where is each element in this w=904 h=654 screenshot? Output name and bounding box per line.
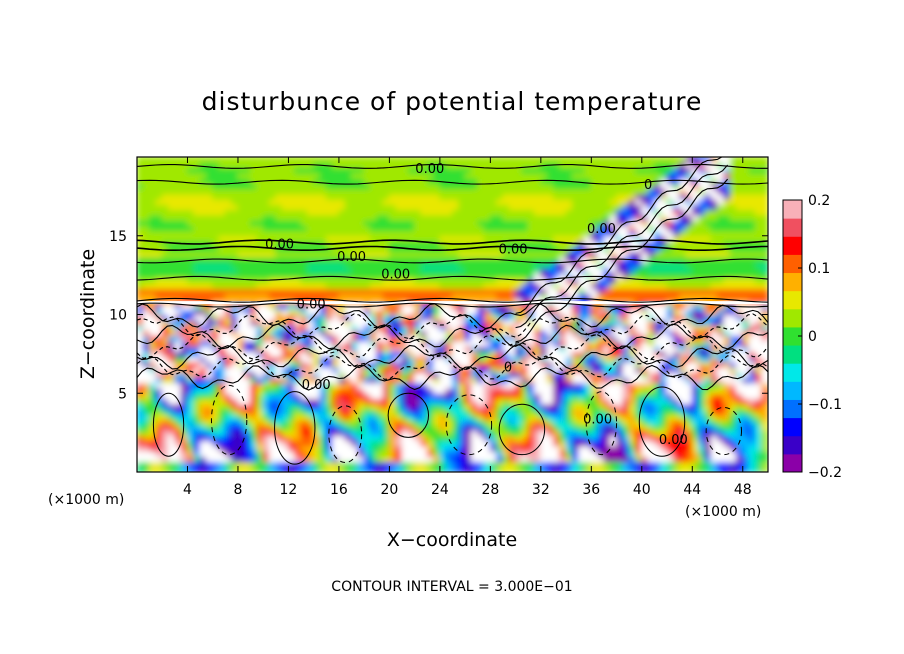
- contour-label: 0.00: [587, 222, 616, 237]
- contour-lines: [137, 157, 768, 465]
- colorbar-swatch: [783, 326, 802, 346]
- colorbar: [783, 200, 802, 473]
- plot-area: 0.00 0.00 0.00 0.00 0.00 0.00 0.00 0.00 0.00 0.00…: [137, 157, 768, 472]
- x-tick-label: 32: [532, 482, 550, 498]
- temperature-field: [137, 157, 768, 472]
- colorbar-swatch: [783, 453, 802, 473]
- colorbar-swatch: [783, 218, 802, 237]
- colorbar-tick-label: −0.1: [808, 397, 842, 413]
- colorbar-swatch: [783, 345, 802, 364]
- colorbar-tick-label: 0: [808, 329, 817, 345]
- contour-interval-note: CONTOUR INTERVAL = 3.000E−01: [331, 579, 572, 595]
- colorbar-swatch: [783, 200, 802, 219]
- x-tick-label: 40: [633, 482, 651, 498]
- colorbar-tick-label: −0.2: [808, 465, 842, 481]
- y-tick-label: 10: [109, 308, 127, 324]
- colorbar-swatch: [783, 308, 802, 328]
- x-axis-ticks: 4 8 12 16 20 24 28 32 36 40 44 48: [183, 157, 752, 498]
- contour-labels: 0.00 0.00 0.00 0.00 0.00 0.00 0.00 0.00 0.00 0.00…: [265, 162, 688, 448]
- x-tick-label: 48: [734, 482, 752, 498]
- contour-label: 0.00: [265, 238, 294, 253]
- chart-title: disturbunce of potential temperature: [202, 87, 703, 116]
- colorbar-swatch: [783, 236, 802, 255]
- x-unit-label-right: (×1000 m): [685, 504, 761, 520]
- colorbar-tick-label: 0.1: [808, 261, 830, 277]
- contour-label: 0.00: [337, 250, 366, 265]
- y-axis-label: Z−coordinate: [77, 249, 99, 379]
- colorbar-swatch: [783, 254, 802, 274]
- contour-label: 0.00: [381, 268, 410, 283]
- colorbar-swatch: [783, 290, 802, 310]
- x-tick-label: 36: [582, 482, 600, 498]
- y-tick-label: 5: [118, 386, 127, 402]
- contour-label: 0: [504, 360, 512, 375]
- x-tick-label: 16: [330, 482, 348, 498]
- x-tick-label: 8: [233, 482, 242, 498]
- colorbar-swatch: [783, 399, 802, 419]
- x-tick-label: 44: [683, 482, 701, 498]
- contour-label: 0.00: [659, 433, 688, 448]
- x-axis-label: X−coordinate: [387, 529, 517, 551]
- y-axis-ticks: 5 10 15: [109, 229, 768, 402]
- colorbar-swatch: [783, 363, 802, 382]
- x-tick-label: 12: [280, 482, 298, 498]
- contour-label: 0.00: [302, 378, 331, 393]
- colorbar-swatch: [783, 381, 802, 400]
- x-tick-label: 4: [183, 482, 192, 498]
- colorbar-swatch: [783, 435, 802, 455]
- contour-label: 0: [644, 178, 652, 193]
- x-tick-label: 20: [380, 482, 398, 498]
- contour-label: 0.00: [583, 412, 612, 427]
- x-tick-label: 24: [431, 482, 449, 498]
- x-unit-label-left: (×1000 m): [48, 492, 124, 508]
- colorbar-tick-label: 0.2: [808, 193, 830, 209]
- y-tick-label: 15: [109, 229, 127, 245]
- x-tick-label: 28: [481, 482, 499, 498]
- contour-label: 0.00: [499, 242, 528, 257]
- colorbar-swatch: [783, 417, 802, 437]
- colorbar-ticks: 0.2 0.1 0 −0.1 −0.2: [798, 193, 842, 481]
- contour-label: 0.00: [297, 297, 326, 312]
- colorbar-swatch: [783, 272, 802, 292]
- contour-label: 0.00: [415, 162, 444, 177]
